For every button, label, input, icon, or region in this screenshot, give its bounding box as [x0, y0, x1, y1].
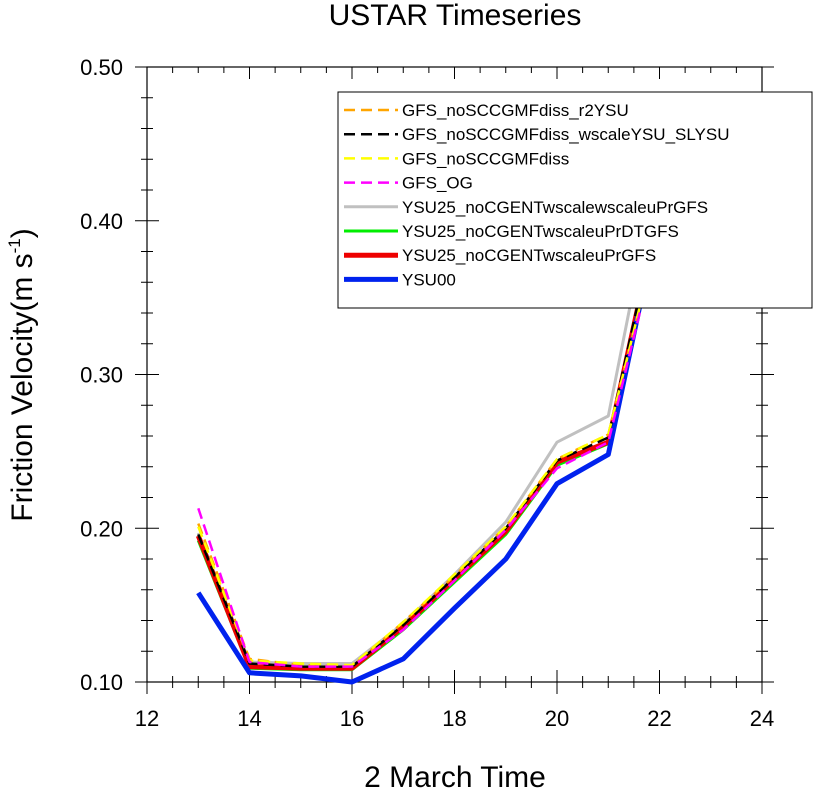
legend-box — [337, 91, 813, 309]
legend-label: YSU25_noCGENTwscaleuPrGFS — [402, 246, 656, 265]
series-line — [197, 230, 711, 668]
x-tick-label: 16 — [340, 706, 364, 731]
y-tick-label: 0.10 — [80, 670, 123, 695]
chart-title: USTAR Timeseries — [329, 0, 582, 32]
x-tick-label: 24 — [750, 706, 774, 731]
y-tick-label: 0.40 — [80, 209, 123, 234]
legend-label: GFS_noSCCGMFdiss_r2YSU — [402, 101, 629, 120]
x-tick-label: 12 — [135, 706, 159, 731]
series-line — [196, 210, 713, 685]
legend-items: GFS_noSCCGMFdiss_r2YSU GFS_noSCCGMFdiss_w… — [344, 101, 730, 289]
y-tick-label: 0.20 — [80, 516, 123, 541]
legend: GFS_noSCCGMFdiss_r2YSU GFS_noSCCGMFdiss_w… — [337, 91, 813, 309]
x-tick-label: 20 — [545, 706, 569, 731]
x-tick-label: 18 — [442, 706, 466, 731]
y-axis-title-main: Friction Velocity(m s — [6, 253, 39, 521]
y-axis-title: Friction Velocity(m s-1) — [5, 228, 39, 522]
series-layer — [195, 92, 713, 685]
legend-label: GFS_noSCCGMFdiss_wscaleYSU_SLYSU — [402, 125, 730, 144]
y-tick-label: 0.50 — [80, 55, 123, 80]
series-line — [197, 225, 711, 667]
x-tick-label: 14 — [237, 706, 261, 731]
legend-label: GFS_noSCCGMFdiss — [402, 149, 569, 168]
y-axis-title-close: ) — [6, 228, 39, 238]
legend-label: YSU25_noCGENTwscalewscaleuPrGFS — [402, 198, 708, 217]
legend-label: GFS_OG — [402, 174, 473, 193]
y-axis-title-sup: -1 — [5, 238, 24, 253]
legend-label: YSU00 — [402, 270, 456, 289]
x-axis-title: 2 March Time — [364, 761, 546, 791]
axis-ticks: 12 14 16 18 20 22 24 0.10 0.20 0.30 0.40 0.50 — [80, 55, 774, 731]
legend-label: YSU25_noCGENTwscaleuPrDTGFS — [402, 222, 679, 241]
x-tick-label: 22 — [647, 706, 671, 731]
y-tick-label: 0.30 — [80, 363, 123, 388]
